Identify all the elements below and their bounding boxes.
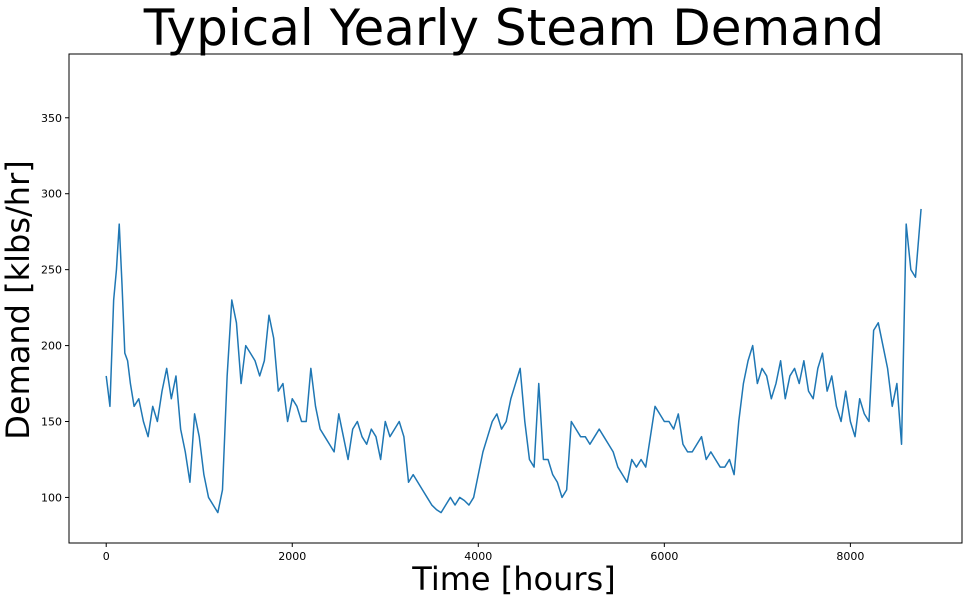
y-axis: 100 150 200 250 300 350 [41,112,69,504]
series-line-0 [105,208,922,514]
y-tick-label: 150 [41,416,62,429]
x-axis-label: Time [hours] [411,560,615,598]
x-tick-label: 8000 [836,550,864,563]
x-tick-label: 6000 [650,550,678,563]
chart-title: Typical Yearly Steam Demand [143,0,885,57]
y-tick-label: 300 [41,188,62,201]
x-axis: 0 2000 4000 6000 8000 [103,543,864,563]
x-tick-label: 2000 [278,550,306,563]
x-tick-label: 4000 [464,550,492,563]
x-tick-label: 0 [103,550,110,563]
y-tick-label: 250 [41,264,62,277]
y-tick-label: 100 [41,491,62,504]
plot-area-frame [68,53,963,544]
series-layer [105,208,922,514]
y-axis-label: Demand [klbs/hr] [0,160,37,439]
y-tick-label: 350 [41,112,62,125]
y-tick-label: 200 [41,340,62,353]
